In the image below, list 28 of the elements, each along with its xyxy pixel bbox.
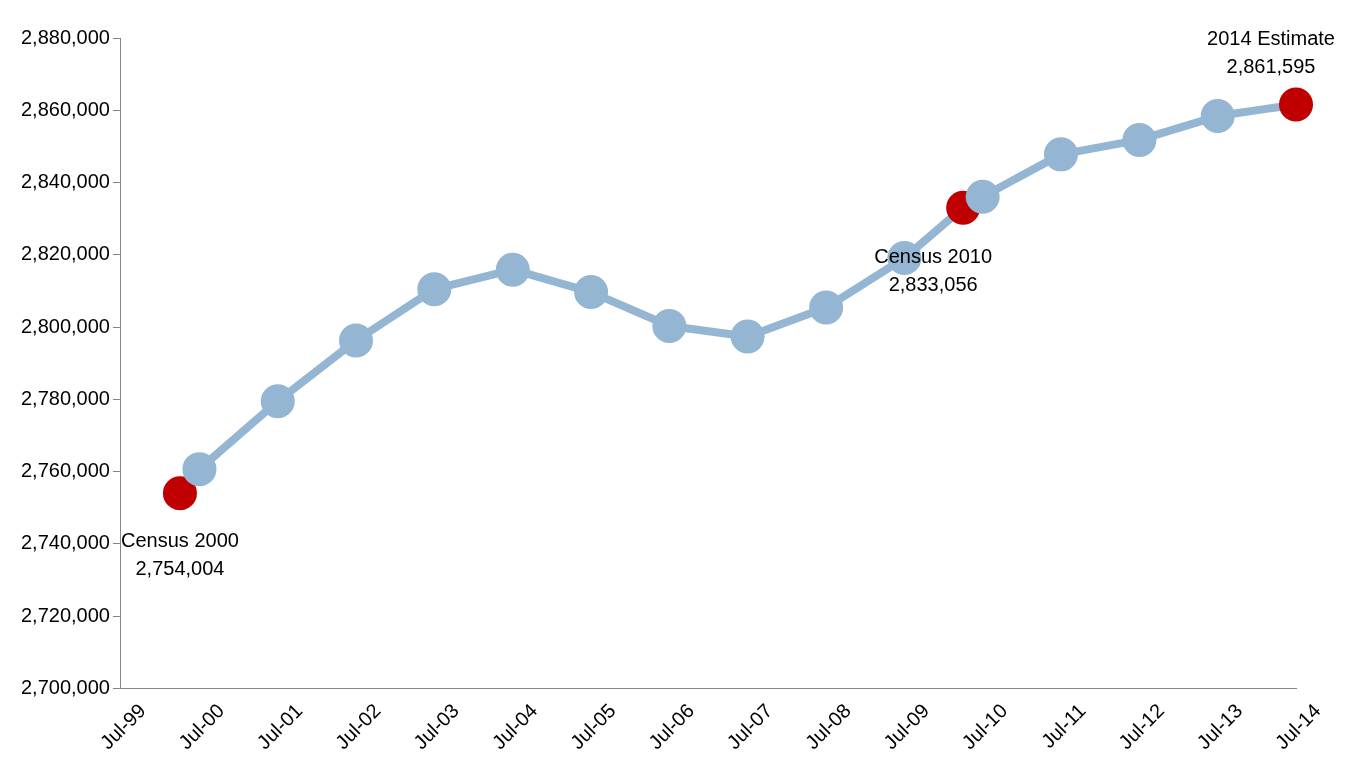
annotation: Census 2010 2,833,056 xyxy=(874,245,993,296)
y-tick-label: 2,720,000 xyxy=(20,603,110,626)
point xyxy=(574,275,609,310)
point xyxy=(260,384,295,419)
y-tick-label: 2,780,000 xyxy=(20,386,110,409)
point xyxy=(417,272,452,307)
point xyxy=(809,290,844,325)
point xyxy=(652,309,687,344)
y-tick-label: 2,800,000 xyxy=(20,314,110,337)
point xyxy=(182,452,217,487)
annotation: 2014 Estimate 2,861,595 xyxy=(1207,27,1335,78)
y-tick-label: 2,760,000 xyxy=(20,459,110,482)
point xyxy=(965,179,1000,214)
y-tick-label: 2,880,000 xyxy=(20,25,110,48)
y-tick-label: 2,700,000 xyxy=(20,676,110,699)
point xyxy=(730,319,765,354)
y-tick-label: 2,840,000 xyxy=(20,170,110,193)
y-tick-label: 2,820,000 xyxy=(20,242,110,265)
point xyxy=(1200,99,1235,134)
annotation: Census 2000 2,754,004 xyxy=(121,528,239,579)
point xyxy=(1279,87,1313,122)
point xyxy=(495,252,530,287)
point xyxy=(162,476,197,511)
y-tick-label: 2,740,000 xyxy=(20,531,110,554)
point xyxy=(1043,137,1078,172)
point xyxy=(339,323,374,358)
y-tick-label: 2,860,000 xyxy=(20,97,110,120)
point xyxy=(1122,122,1157,157)
